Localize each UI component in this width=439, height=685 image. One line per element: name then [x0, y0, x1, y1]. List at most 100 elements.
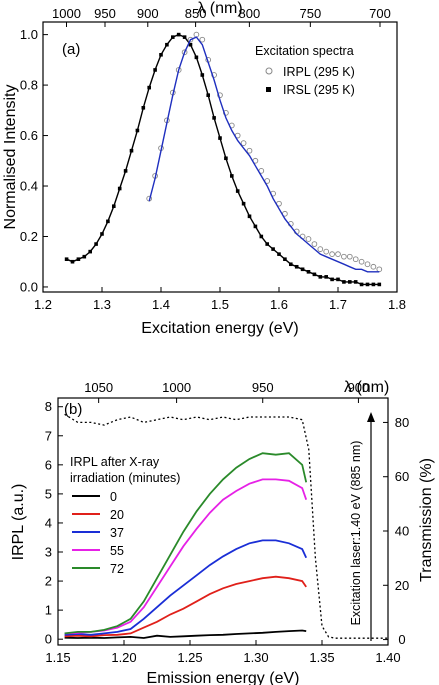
series-line-37min	[64, 539, 308, 636]
panel-label-b: (b)	[64, 401, 82, 418]
data-point-irpl	[370, 263, 377, 270]
data-point-irsl	[277, 252, 281, 256]
data-point-irsl	[76, 257, 81, 261]
top-tick-label-b: 950	[252, 380, 274, 395]
data-point-irsl	[330, 277, 334, 282]
top-tick-label-a: 850	[185, 6, 207, 21]
data-point-irsl	[306, 270, 311, 274]
y-tick-label-a: 0.0	[20, 279, 38, 294]
data-point-irsl	[271, 247, 275, 251]
data-point-irsl	[342, 280, 346, 284]
legend-title-line-1: IRPL after X-ray	[70, 455, 160, 469]
y-right-axis-title-b: Transmission (%)	[418, 458, 435, 582]
data-point-irpl	[311, 241, 318, 247]
x-tick-label-b: 1.35	[309, 650, 334, 665]
data-point-irpl	[346, 253, 353, 260]
data-point-irsl	[147, 85, 151, 90]
legend-label-irpl: IRPL (295 K)	[283, 65, 355, 79]
x-tick-label-a: 1.8	[388, 297, 406, 312]
data-point-irsl	[82, 254, 87, 259]
data-point-irsl	[100, 232, 104, 236]
top-tick-label-b: 1000	[162, 380, 191, 395]
data-point-irsl	[247, 214, 252, 219]
y-tick-label-b: 8	[45, 399, 52, 414]
data-point-irsl	[253, 224, 258, 229]
y-tick-label-b: 0	[45, 632, 52, 647]
series-line-20min	[64, 575, 307, 638]
y-tick-label-b: 6	[45, 457, 52, 472]
data-point-irpl	[217, 92, 223, 99]
plot-frame-a	[42, 21, 398, 293]
top-tick-label-b: 1050	[84, 380, 113, 395]
data-point-irsl	[218, 136, 222, 140]
data-point-irsl	[171, 35, 175, 39]
x-tick-label-b: 1.15	[45, 650, 70, 665]
data-point-irsl	[70, 259, 75, 264]
data-point-irpl	[358, 258, 365, 265]
data-point-irpl	[187, 36, 194, 43]
y-axis-title-a: Normalised Intensity	[2, 85, 19, 230]
legend-label-37: 37	[110, 526, 124, 540]
y-tick-label-b: 7	[45, 428, 52, 443]
data-point-irsl	[300, 267, 305, 272]
legend-label-0: 0	[110, 490, 117, 504]
data-point-irpl	[240, 140, 247, 146]
excitation-annotation: Excitation laser:1.40 eV (885 nm)	[349, 441, 363, 626]
data-point-irsl	[94, 242, 98, 246]
data-point-irsl	[176, 32, 181, 37]
y-tick-label-a: 0.8	[20, 78, 38, 93]
data-point-irpl	[364, 261, 371, 268]
x-tick-label-a: 1.2	[34, 297, 52, 312]
data-point-irpl	[335, 251, 341, 257]
top-tick-label-a: 950	[94, 6, 116, 21]
data-point-irsl	[200, 73, 205, 77]
y-tick-label-a: 0.4	[20, 179, 38, 194]
data-point-irsl	[283, 257, 287, 261]
data-point-irsl	[194, 55, 199, 60]
data-point-irpl	[341, 253, 347, 260]
x-tick-label-b: 1.30	[243, 650, 268, 665]
data-point-irsl	[64, 257, 69, 261]
data-point-irsl	[106, 219, 110, 224]
data-point-irsl	[123, 169, 128, 173]
x-tick-label-a: 1.7	[329, 297, 347, 312]
legend-marker-irpl	[265, 67, 273, 75]
y-tick-label-a: 0.2	[20, 229, 38, 244]
data-point-irsl	[289, 262, 293, 267]
excitation-arrow-head	[367, 412, 375, 422]
data-point-irsl	[224, 156, 228, 161]
data-point-irsl	[230, 174, 234, 178]
legend-label-20: 20	[110, 508, 124, 522]
data-point-irsl	[259, 234, 264, 239]
data-point-irsl	[371, 282, 376, 287]
x-tick-label-b: 1.20	[111, 650, 136, 665]
data-point-irsl	[324, 275, 328, 279]
data-point-irsl	[129, 148, 134, 153]
y-tick-label-b: 1	[45, 603, 52, 618]
data-point-irsl	[206, 93, 210, 97]
x-tick-label-a: 1.4	[152, 297, 170, 312]
data-point-irsl	[365, 282, 370, 287]
series-line-55min	[64, 478, 308, 635]
data-point-irsl	[241, 201, 246, 206]
series-line-72min	[64, 452, 308, 635]
data-point-irpl	[376, 266, 383, 273]
y-tick-label-b: 5	[45, 486, 52, 501]
plot-frame-b	[57, 397, 389, 646]
data-point-irsl	[353, 280, 358, 284]
y-tick-label-b: 2	[45, 574, 52, 589]
x-axis-title-a: Excitation energy (eV)	[141, 320, 298, 337]
data-point-irpl	[305, 236, 312, 242]
data-point-irpl	[352, 256, 359, 263]
data-point-irsl	[182, 35, 187, 39]
data-point-irsl	[135, 128, 140, 133]
data-point-irsl	[188, 42, 193, 47]
y-right-tick-label-b: 20	[395, 578, 409, 593]
panel-label-a: (a)	[62, 41, 80, 58]
data-point-irsl	[312, 272, 317, 277]
data-point-irsl	[159, 53, 163, 57]
legend-label-72: 72	[110, 562, 124, 576]
data-point-irsl	[359, 282, 364, 287]
data-point-irpl	[323, 248, 330, 255]
data-point-irsl	[348, 280, 352, 284]
